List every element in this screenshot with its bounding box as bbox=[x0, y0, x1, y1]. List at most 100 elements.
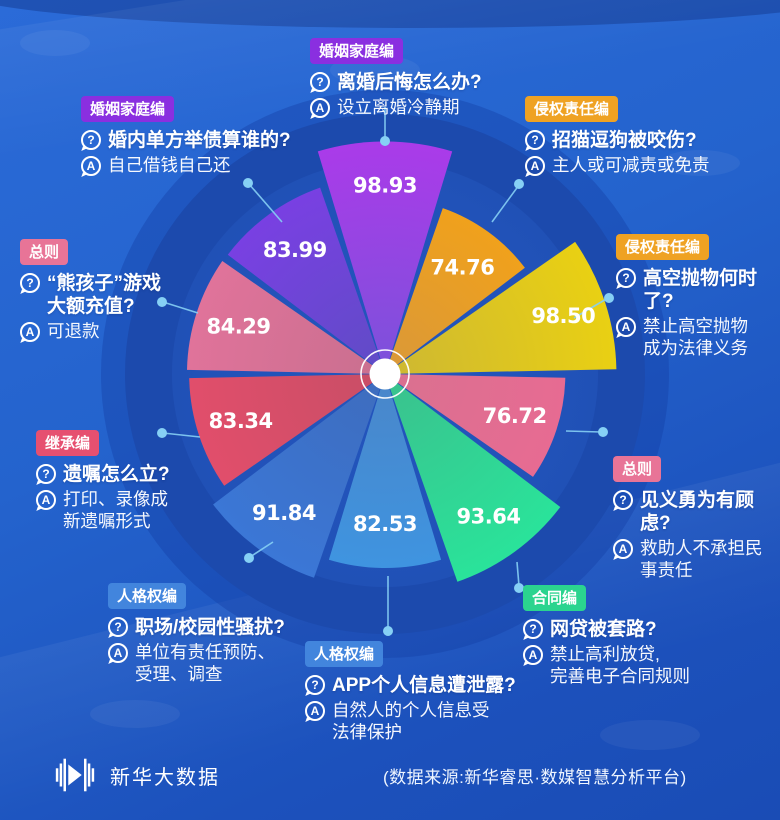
question-icon: ? bbox=[613, 490, 633, 510]
answer-text: 可退款 bbox=[47, 321, 100, 342]
answer-text: 受理、调查 bbox=[135, 664, 223, 685]
chart-sector bbox=[213, 374, 385, 578]
question-icon: ? bbox=[81, 130, 101, 150]
question-text: 见义勇为有顾虑? bbox=[640, 490, 755, 535]
callout-connector-dot bbox=[514, 179, 524, 189]
callout-connector-line bbox=[573, 297, 609, 319]
callout-connector-dot bbox=[157, 428, 167, 438]
sector-value-label: 98.93 bbox=[353, 174, 417, 198]
sector-value-label: 84.29 bbox=[207, 314, 271, 338]
topic-badge: 合同编 bbox=[523, 585, 587, 611]
chart-sector bbox=[385, 241, 617, 374]
callout-connector-line bbox=[162, 432, 201, 438]
xinhua-bigdata-logo-icon bbox=[55, 758, 95, 792]
chart-center-dot bbox=[369, 358, 401, 390]
sector-value-label: 82.53 bbox=[353, 512, 417, 536]
topic-badge: 人格权编 bbox=[108, 583, 187, 609]
answer-text: 救助人不承担民 bbox=[640, 538, 763, 559]
chart-sector bbox=[328, 374, 442, 568]
callout-connector-dot bbox=[243, 178, 253, 188]
question-icon: ? bbox=[310, 72, 330, 92]
question-icon: ? bbox=[305, 675, 325, 695]
callout-connector-line bbox=[162, 301, 199, 314]
topic-badge: 总则 bbox=[20, 239, 69, 265]
question-text: 职场/校园性骚扰? bbox=[135, 617, 285, 638]
question-icon: ? bbox=[20, 273, 40, 293]
sector-value-label: 98.50 bbox=[531, 304, 595, 328]
chart-sector bbox=[187, 261, 385, 374]
answer-text: 打印、录像成 bbox=[63, 489, 168, 510]
topic-app-privacy: 人格权编 ? APP个人信息遭泄露? A 自然人的个人信息受 法律保护 bbox=[305, 641, 516, 744]
answer-text: 事责任 bbox=[640, 560, 693, 581]
answer-text: 禁止高空抛物 bbox=[643, 316, 748, 337]
sector-value-label: 91.84 bbox=[252, 501, 316, 525]
answer-text: 设立离婚冷静期 bbox=[337, 97, 460, 118]
question-icon: ? bbox=[108, 617, 128, 637]
topic-marital-debt: 婚姻家庭编 ? 婚内单方举债算谁的? A 自己借钱自己还 bbox=[81, 96, 291, 177]
answer-icon: A bbox=[305, 701, 325, 722]
answer-text: 禁止高利放贷, bbox=[550, 644, 660, 665]
topic-kid-recharge: 总则 ? “熊孩子”游戏 大额充值? A 可退款 bbox=[20, 239, 161, 343]
sector-value-label: 76.72 bbox=[483, 404, 547, 428]
answer-icon: A bbox=[310, 98, 330, 119]
chart-sector bbox=[317, 141, 453, 374]
topic-divorce-regret: 婚姻家庭编 ? 离婚后悔怎么办? A 设立离婚冷静期 bbox=[310, 38, 482, 119]
answer-icon: A bbox=[613, 539, 633, 560]
question-text: “熊孩子”游戏 bbox=[47, 273, 162, 294]
topic-harassment: 人格权编 ? 职场/校园性骚扰? A 单位有责任预防、 受理、调查 bbox=[108, 583, 285, 686]
answer-icon: A bbox=[20, 322, 40, 343]
topic-badge: 人格权编 bbox=[305, 641, 384, 667]
chart-sector bbox=[227, 187, 385, 374]
topic-badge: 婚姻家庭编 bbox=[310, 38, 404, 64]
answer-icon: A bbox=[36, 490, 56, 511]
callout-connector-dot bbox=[244, 553, 254, 563]
question-text: 离婚后悔怎么办? bbox=[337, 72, 482, 93]
answer-text: 主人或可减责或免责 bbox=[552, 155, 710, 176]
question-icon: ? bbox=[36, 464, 56, 484]
answer-text: 成为法律义务 bbox=[643, 338, 748, 359]
answer-text: 新遗嘱形式 bbox=[63, 511, 151, 532]
topic-online-loan: 合同编 ? 网贷被套路? A 禁止高利放贷, 完善电子合同规则 bbox=[523, 585, 690, 688]
chart-center-ring bbox=[360, 349, 410, 399]
callout-connector-line bbox=[516, 561, 520, 587]
callout-connector-dot bbox=[604, 293, 614, 303]
callout-connector-dot bbox=[380, 136, 390, 146]
callout-connector-dot bbox=[514, 583, 524, 593]
answer-icon: A bbox=[108, 643, 128, 664]
answer-icon: A bbox=[616, 317, 636, 338]
footer-brand: 新华大数据 bbox=[52, 750, 220, 800]
answer-icon: A bbox=[523, 645, 543, 666]
answer-text: 自己借钱自己还 bbox=[108, 155, 231, 176]
sector-value-label: 93.64 bbox=[457, 504, 521, 528]
question-text: APP个人信息遭泄露? bbox=[332, 675, 516, 696]
callout-connector-dot bbox=[157, 297, 167, 307]
question-icon: ? bbox=[525, 130, 545, 150]
brand-name: 新华大数据 bbox=[110, 766, 220, 789]
answer-text: 自然人的个人信息受 bbox=[332, 700, 490, 721]
sector-value-label: 74.76 bbox=[430, 256, 494, 280]
question-icon: ? bbox=[523, 619, 543, 639]
chart-sector bbox=[385, 208, 525, 374]
answer-text: 单位有责任预防、 bbox=[135, 642, 275, 663]
topic-falling-objects: 侵权责任编 ? 高空抛物何时了? A 禁止高空抛物 成为法律义务 bbox=[616, 234, 780, 360]
callout-connector-dot bbox=[598, 427, 608, 437]
answer-text: 法律保护 bbox=[332, 722, 402, 743]
question-text: 大额充值? bbox=[47, 296, 135, 318]
callout-connector-line bbox=[491, 184, 520, 223]
topic-badge: 总则 bbox=[613, 456, 662, 482]
question-text: 网贷被套路? bbox=[550, 619, 657, 640]
answer-icon: A bbox=[81, 156, 101, 177]
callout-connector-line bbox=[249, 541, 274, 558]
chart-sector bbox=[385, 374, 561, 582]
topic-good-samaritan: 总则 ? 见义勇为有顾虑? A 救助人不承担民 事责任 bbox=[613, 456, 780, 582]
chart-sector bbox=[189, 374, 385, 486]
answer-text: 完善电子合同规则 bbox=[550, 666, 690, 687]
answer-icon: A bbox=[525, 156, 545, 177]
topic-badge: 婚姻家庭编 bbox=[81, 96, 175, 122]
chart-sector bbox=[385, 374, 566, 477]
topic-dog-bite: 侵权责任编 ? 招猫逗狗被咬伤? A 主人或可减责或免责 bbox=[525, 96, 710, 177]
question-text: 婚内单方举债算谁的? bbox=[108, 130, 291, 151]
question-text: 遗嘱怎么立? bbox=[63, 464, 170, 485]
